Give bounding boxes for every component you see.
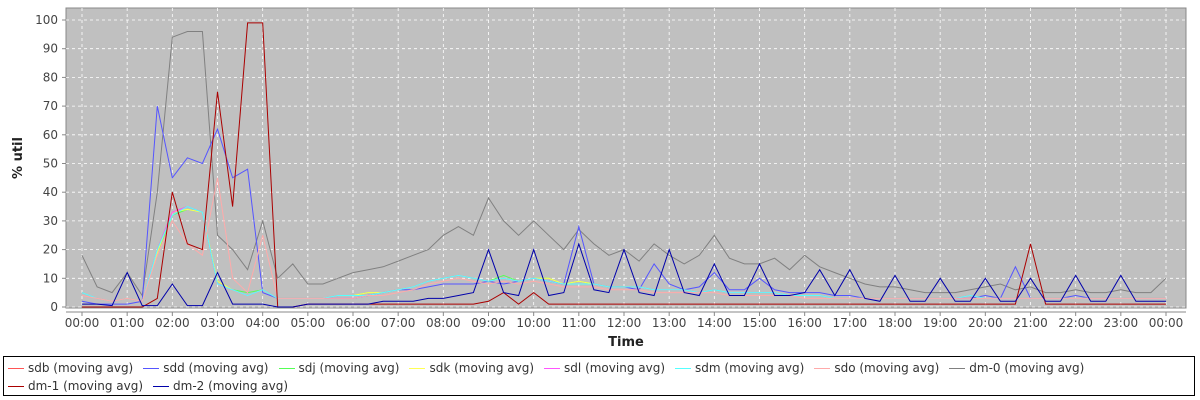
y-axis-title: % util xyxy=(11,137,26,179)
x-tick-label: 07:00 xyxy=(381,316,416,330)
x-tick-label: 00:00 xyxy=(1149,316,1184,330)
x-tick-label: 13:00 xyxy=(652,316,687,330)
legend-label: dm-0 (moving avg) xyxy=(969,361,1085,375)
legend-swatch xyxy=(278,367,295,369)
legend-label: dm-1 (moving avg) xyxy=(28,379,144,393)
gridlines xyxy=(66,8,1186,308)
x-tick-label: 19:00 xyxy=(923,316,958,330)
x-tick-label: 21:00 xyxy=(1013,316,1048,330)
legend-swatch xyxy=(409,367,426,369)
y-tick-label: 10 xyxy=(43,271,58,285)
legend-label: dm-2 (moving avg) xyxy=(173,379,289,393)
legend-item: dm-0 (moving avg) xyxy=(949,359,1084,377)
x-tick-label: 20:00 xyxy=(968,316,1003,330)
x-tick-label: 09:00 xyxy=(471,316,506,330)
x-tick-label: 04:00 xyxy=(245,316,280,330)
legend-item: sdd (moving avg) xyxy=(143,359,269,377)
y-tick-label: 100 xyxy=(35,13,58,27)
x-axis: 00:00 01:00 02:00 03:00 04:00 05:00 06:00 07:00… xyxy=(65,311,1186,330)
legend-label: sdo (moving avg) xyxy=(834,361,940,375)
x-tick-label: 02:00 xyxy=(155,316,190,330)
y-tick-label: 90 xyxy=(43,42,58,56)
y-tick-label: 20 xyxy=(43,243,58,257)
y-tick-label: 70 xyxy=(43,99,58,113)
legend-item: dm-2 (moving avg) xyxy=(153,377,288,395)
legend-item: sdj (moving avg) xyxy=(278,359,400,377)
legend-swatch xyxy=(544,367,561,369)
legend-label: sdm (moving avg) xyxy=(695,361,805,375)
legend-swatch xyxy=(8,385,24,387)
x-tick-label: 06:00 xyxy=(336,316,371,330)
x-tick-label: 16:00 xyxy=(787,316,822,330)
x-tick-label: 15:00 xyxy=(742,316,777,330)
x-tick-label: 17:00 xyxy=(833,316,868,330)
x-tick-label: 03:00 xyxy=(200,316,235,330)
legend-label: sdl (moving avg) xyxy=(564,361,666,375)
legend-swatch xyxy=(949,367,966,369)
legend-swatch xyxy=(675,367,692,369)
legend-swatch xyxy=(8,367,24,369)
x-tick-label: 11:00 xyxy=(562,316,597,330)
x-tick-label: 22:00 xyxy=(1058,316,1093,330)
legend-item: sdm (moving avg) xyxy=(675,359,804,377)
y-tick-label: 40 xyxy=(43,185,58,199)
x-tick-label: 08:00 xyxy=(426,316,461,330)
legend-swatch xyxy=(143,367,160,369)
legend-label: sdd (moving avg) xyxy=(163,361,269,375)
line-chart: 0 10 20 30 40 50 60 70 80 90 100 00:00 01:00 02:00 03… xyxy=(11,7,1187,350)
legend: sdb (moving avg) sdd (moving avg) sdj (mov… xyxy=(3,356,1195,396)
legend-item: sdo (moving avg) xyxy=(814,359,939,377)
y-tick-label: 30 xyxy=(43,214,58,228)
legend-swatch xyxy=(153,385,170,387)
legend-item: sdl (moving avg) xyxy=(544,359,665,377)
legend-label: sdb (moving avg) xyxy=(28,361,134,375)
y-axis: 0 10 20 30 40 50 60 70 80 90 100 xyxy=(35,13,66,314)
series-line-dm-1 xyxy=(82,22,1166,308)
legend-label: sdk (moving avg) xyxy=(429,361,535,375)
y-tick-label: 0 xyxy=(50,300,58,314)
series-line-dm-2 xyxy=(82,242,1166,308)
plot-area xyxy=(65,7,1187,309)
legend-item: dm-1 (moving avg) xyxy=(8,377,143,395)
legend-label: sdj (moving avg) xyxy=(298,361,400,375)
x-tick-label: 00:00 xyxy=(65,316,100,330)
x-tick-label: 05:00 xyxy=(291,316,326,330)
y-tick-label: 80 xyxy=(43,70,58,84)
x-tick-label: 18:00 xyxy=(878,316,913,330)
y-tick-label: 50 xyxy=(43,157,58,171)
series-line-sdo xyxy=(81,177,1166,302)
x-tick-label: 12:00 xyxy=(607,316,642,330)
legend-item: sdk (moving avg) xyxy=(409,359,534,377)
x-tick-label: 23:00 xyxy=(1104,316,1139,330)
x-axis-title: Time xyxy=(608,335,644,350)
y-tick-label: 60 xyxy=(43,128,58,142)
legend-swatch xyxy=(814,367,831,369)
x-tick-label: 10:00 xyxy=(516,316,551,330)
x-tick-label: 01:00 xyxy=(110,316,145,330)
series-lines xyxy=(81,22,1167,308)
legend-item: sdb (moving avg) xyxy=(8,359,133,377)
x-tick-label: 14:00 xyxy=(697,316,732,330)
